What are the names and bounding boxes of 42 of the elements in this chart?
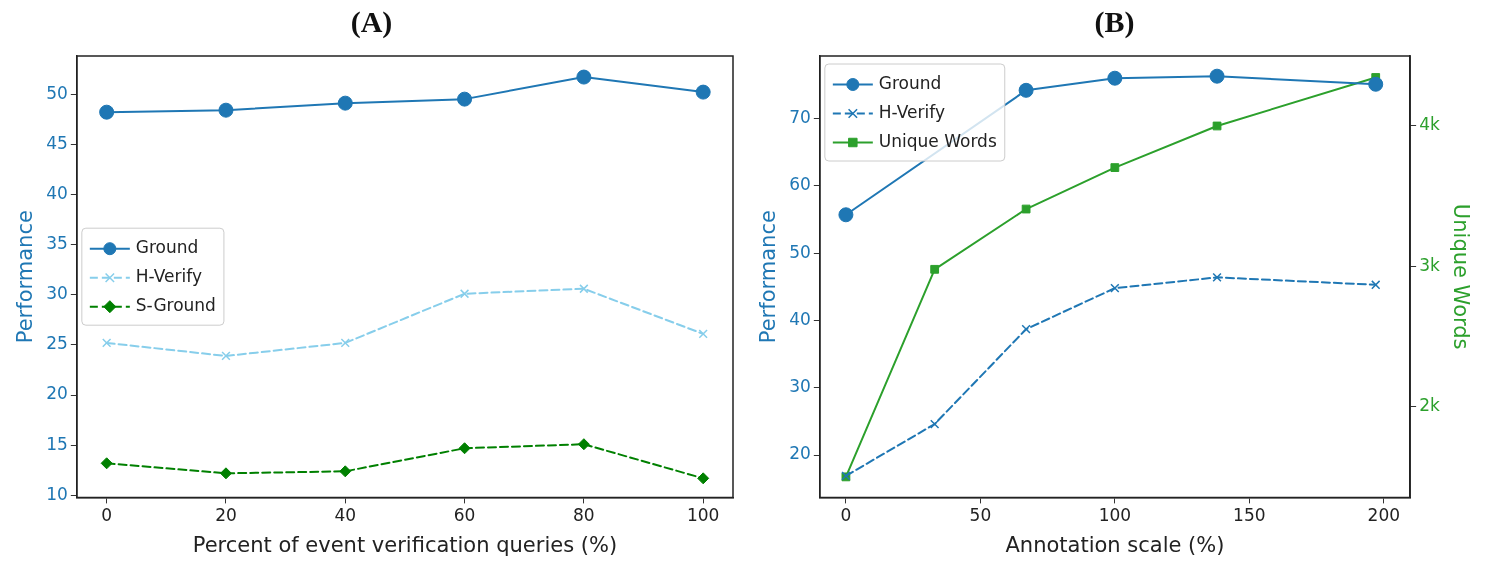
y2-axis-title: Unique Words [1448,203,1473,350]
legend-label: Unique Words [878,130,997,151]
x-tick-label: 60 [453,505,476,526]
x-tick-label: 40 [334,505,357,526]
y-tick-label: 10 [46,483,68,504]
x-tick-label: 80 [573,505,595,526]
y-tick-label: 35 [46,233,68,254]
legend-label: H-Verify [878,101,945,122]
y-tick-label: 30 [46,283,68,304]
y-tick-label: 50 [789,241,811,262]
legend-label: Ground [135,237,199,258]
y2-tick-label: 3k [1419,254,1440,275]
y-axis-title: Performance [756,210,781,344]
y-tick-label: 40 [789,308,811,329]
y-tick-label: 40 [46,182,68,203]
chart-title: (B) [1094,4,1135,39]
y2-tick-label: 2k [1419,395,1440,416]
legend-label: H-Verify [135,266,202,287]
y-tick-label: 25 [46,333,68,354]
y-tick-label: 20 [789,443,811,464]
x-tick-label: 20 [215,505,237,526]
x-tick-label: 0 [101,505,113,526]
y-tick-label: 30 [789,376,811,397]
x-axis-title: Percent of event verification queries (%) [192,532,618,557]
y-tick-label: 20 [46,383,68,404]
y-tick-label: 70 [789,107,811,127]
legend-label: Ground [878,72,942,93]
y-tick-label: 45 [46,132,68,153]
x-tick-label: 50 [969,505,992,526]
x-tick-label: 100 [1098,505,1132,526]
x-tick-label: 150 [1233,505,1266,526]
y-tick-label: 15 [46,433,68,454]
y-tick-label: 60 [789,174,811,195]
x-tick-label: 200 [1367,505,1401,526]
x-tick-label: 0 [840,505,852,526]
legend-label: S-Ground [135,295,216,316]
x-axis-title: Annotation scale (%) [1005,532,1225,557]
y-tick-label: 50 [46,82,68,103]
chart-title: (A) [350,4,393,39]
y2-tick-label: 4k [1419,113,1440,134]
x-tick-label: 100 [686,505,720,526]
y-axis-title: Performance [13,210,38,344]
